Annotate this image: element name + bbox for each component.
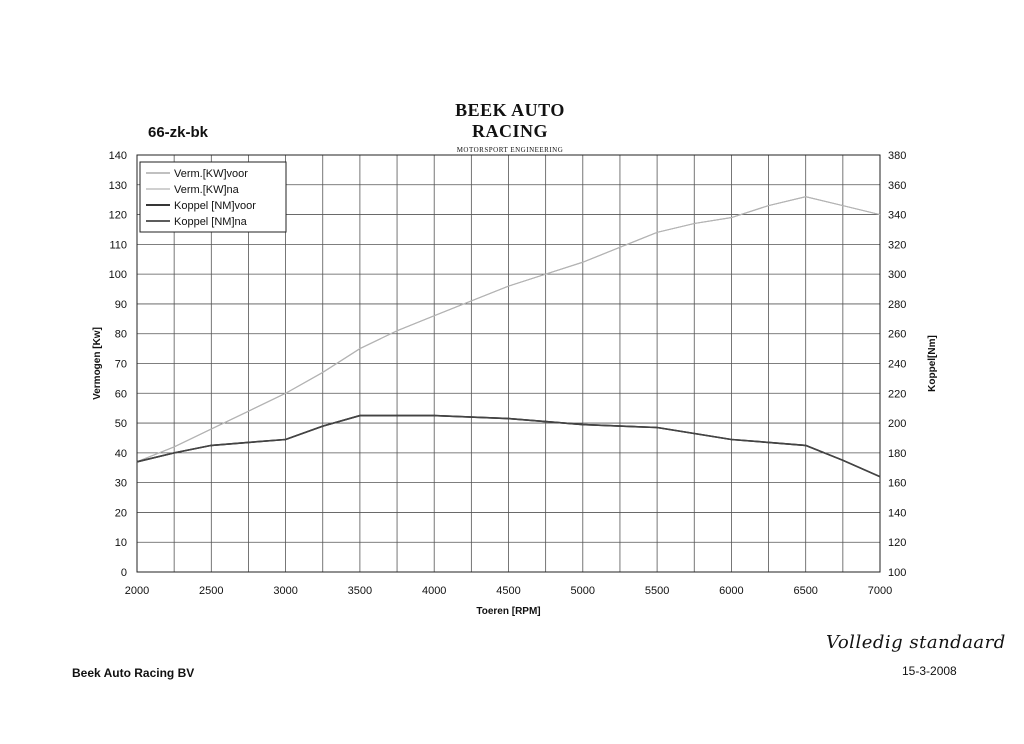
series-line-4	[136, 414, 881, 478]
company-name: Beek Auto Racing BV	[72, 666, 195, 680]
x-tick-label: 7000	[868, 585, 892, 597]
chart-title: 66-zk-bk	[148, 124, 209, 141]
y-axis-label: Vermogen [Kw]	[92, 327, 103, 400]
y2-tick-label: 240	[888, 359, 906, 371]
y2-tick-label: 300	[888, 269, 906, 281]
x-tick-label: 6500	[793, 585, 817, 597]
y-tick-label: 70	[115, 359, 127, 371]
y-tick-label: 40	[115, 448, 127, 460]
y-tick-label: 10	[115, 537, 127, 549]
legend-label: Verm.[KW]na	[174, 184, 240, 196]
series-line-2	[136, 196, 881, 463]
y-tick-label: 140	[109, 150, 127, 162]
x-tick-label: 6000	[719, 585, 743, 597]
y-tick-label: 20	[115, 507, 127, 519]
report-date: 15-3-2008	[902, 664, 957, 678]
plot-frame	[136, 154, 881, 573]
y2-tick-label: 340	[888, 210, 906, 222]
legend-label: Verm.[KW]voor	[174, 168, 248, 180]
y2-tick-label: 220	[888, 388, 906, 400]
y-tick-label: 0	[121, 567, 127, 579]
y2-tick-label: 100	[888, 567, 906, 579]
x-tick-label: 3500	[348, 585, 372, 597]
x-axis-label: Toeren [RPM]	[476, 606, 540, 617]
y-tick-label: 60	[115, 388, 127, 400]
y-tick-label: 50	[115, 418, 127, 430]
x-tick-label: 5500	[645, 585, 669, 597]
y2-tick-label: 260	[888, 329, 906, 341]
x-tick-label: 2000	[125, 585, 149, 597]
logo-subtitle: MOTORSPORT ENGINEERING	[456, 146, 564, 154]
y-tick-label: 90	[115, 299, 127, 311]
x-tick-label: 5000	[571, 585, 595, 597]
y2-tick-label: 120	[888, 537, 906, 549]
x-tick-label: 4000	[422, 585, 446, 597]
y-tick-label: 120	[109, 210, 127, 222]
y-tick-label: 30	[115, 478, 127, 490]
handwritten-note: Volledig standaard	[826, 632, 1006, 653]
y2-tick-label: 280	[888, 299, 906, 311]
y2-tick-label: 380	[888, 150, 906, 162]
x-tick-label: 2500	[199, 585, 223, 597]
y-tick-label: 100	[109, 269, 127, 281]
logo-text: BEEK AUTO RACING	[455, 100, 565, 141]
brand-logo: BEEK AUTO RACING MOTORSPORT ENGINEERING	[420, 100, 600, 154]
y-tick-label: 110	[109, 239, 127, 251]
y2-tick-label: 320	[888, 239, 906, 251]
y2-tick-label: 360	[888, 180, 906, 192]
y2-axis-label: Koppel[Nm]	[927, 335, 938, 392]
y2-tick-label: 180	[888, 448, 906, 460]
y-tick-label: 80	[115, 329, 127, 341]
y2-tick-label: 160	[888, 478, 906, 490]
x-tick-label: 3000	[273, 585, 297, 597]
legend-label: Koppel [NM]na	[174, 216, 248, 228]
y2-tick-label: 140	[888, 507, 906, 519]
x-tick-label: 4500	[496, 585, 520, 597]
y-tick-label: 130	[109, 180, 127, 192]
legend-label: Koppel [NM]voor	[174, 200, 256, 212]
y2-tick-label: 200	[888, 418, 906, 430]
